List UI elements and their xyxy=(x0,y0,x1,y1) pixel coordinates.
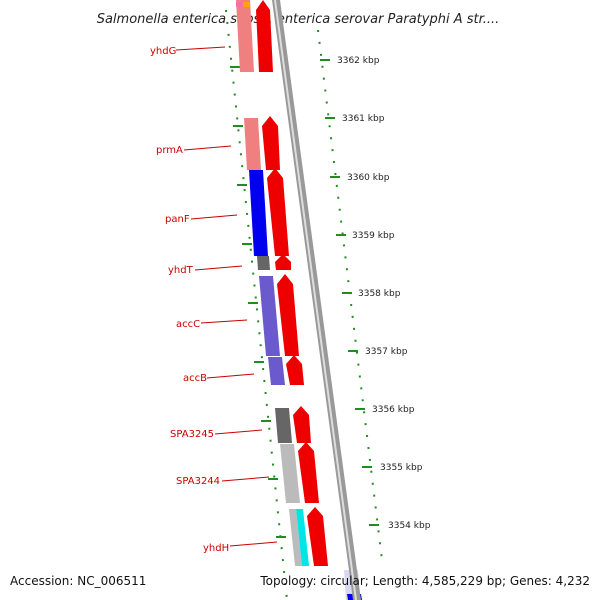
scale-label: 3360 kbp xyxy=(347,173,390,183)
gene-bar-top-pink xyxy=(236,2,243,7)
scale-label: 3355 kbp xyxy=(380,463,423,473)
inner-scale-dots xyxy=(225,9,288,600)
cds-arrow-accC[interactable] xyxy=(277,274,299,356)
scale-label: 3354 kbp xyxy=(388,521,431,531)
scale-label: 3359 kbp xyxy=(352,231,395,241)
scale-ticks xyxy=(230,59,379,538)
gene-bar-accB[interactable] xyxy=(268,357,285,385)
cds-arrow-prmA[interactable] xyxy=(262,116,280,170)
leader-line-yhdH xyxy=(229,541,278,547)
gene-label-accC[interactable]: accC xyxy=(176,319,200,330)
gene-label-accB[interactable]: accB xyxy=(183,373,207,384)
leader-line-accC xyxy=(200,319,248,324)
cds-arrow-panF[interactable] xyxy=(267,168,289,256)
leader-line-SPA3245 xyxy=(214,429,263,435)
gene-bar-top-orange xyxy=(243,2,250,7)
gene-bar-SPA3244[interactable] xyxy=(280,444,300,503)
gene-bar-yhdH-cyan xyxy=(296,509,309,566)
gene-bar-panF[interactable] xyxy=(249,170,268,256)
gene-label-SPA3244[interactable]: SPA3244 xyxy=(176,476,220,487)
gene-label-yhdG[interactable]: yhdG xyxy=(150,46,176,57)
scale-label: 3358 kbp xyxy=(358,289,401,299)
backbone-highlight xyxy=(274,0,357,600)
gene-labels: yhdG prmA panF yhdT accC accB SPA3245 SP… xyxy=(150,46,278,554)
leader-line-yhdT xyxy=(194,265,243,271)
leader-line-yhdG xyxy=(175,46,226,51)
gene-bar-prmA[interactable] xyxy=(244,118,261,170)
scale-label: 3356 kbp xyxy=(372,405,415,415)
gene-label-prmA[interactable]: prmA xyxy=(156,145,183,156)
cds-arrow-yhdG[interactable] xyxy=(256,0,273,72)
cds-arrow-accB[interactable] xyxy=(286,355,304,385)
cds-arrow-SPA3244[interactable] xyxy=(298,442,319,503)
gene-bar-yhdH[interactable] xyxy=(289,509,302,566)
leader-line-SPA3244 xyxy=(221,476,270,482)
cds-arrow-yhdH[interactable] xyxy=(307,507,328,566)
gene-label-SPA3245[interactable]: SPA3245 xyxy=(170,429,214,440)
outer-scale-dots xyxy=(317,29,383,561)
map-title: Salmonella enterica subsp. enterica sero… xyxy=(97,12,500,27)
leader-line-prmA xyxy=(183,145,232,151)
leader-line-accB xyxy=(206,373,255,379)
gene-bar-yhdT[interactable] xyxy=(257,256,270,270)
scale-label: 3357 kbp xyxy=(365,347,408,357)
gene-bar-accC[interactable] xyxy=(259,276,280,356)
cds-arrow-SPA3245[interactable] xyxy=(293,406,311,443)
cds-arrows xyxy=(256,0,328,566)
scale-label: 3361 kbp xyxy=(342,114,385,124)
leader-line-panF xyxy=(190,214,238,220)
gene-bar-SPA3245[interactable] xyxy=(275,408,292,443)
gene-label-yhdT[interactable]: yhdT xyxy=(168,265,194,276)
gene-label-yhdH[interactable]: yhdH xyxy=(203,543,229,554)
gene-label-panF[interactable]: panF xyxy=(165,214,190,225)
topology-summary-text: Topology: circular; Length: 4,585,229 bp… xyxy=(260,574,590,588)
gene-bar-yhdG[interactable] xyxy=(236,0,254,72)
scale-label: 3362 kbp xyxy=(337,56,380,66)
cds-arrow-yhdT[interactable] xyxy=(275,254,291,270)
accession-text: Accession: NC_006511 xyxy=(10,574,147,588)
